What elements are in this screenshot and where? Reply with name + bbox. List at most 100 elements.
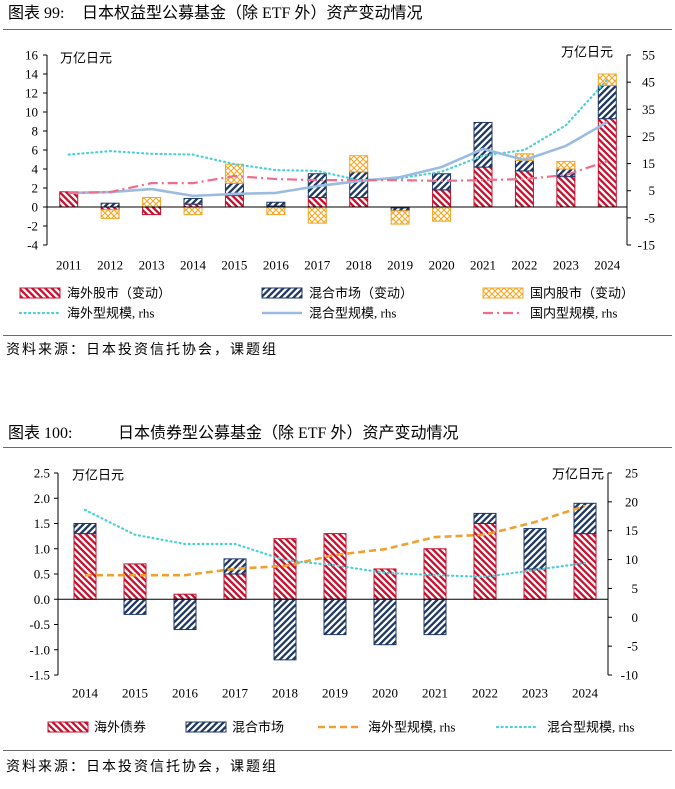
legend: 海外股市（变动） 混合市场（变动） 国内股市（变动） 海外型规模, rhs 混合型规模,… xyxy=(18,286,634,321)
legend-swatch xyxy=(261,287,303,299)
x-tick-label: 2017 xyxy=(304,258,331,273)
x-tick-label: 2023 xyxy=(553,258,579,273)
legend-label: 海外型规模, rhs xyxy=(67,306,154,321)
legend-swatch xyxy=(482,287,524,299)
y-tick-label-right: 5 xyxy=(649,183,656,198)
x-tick-label: 2024 xyxy=(572,686,599,701)
y-tick-label-right: 55 xyxy=(642,48,655,63)
y-tick-label-left: 1.5 xyxy=(34,516,50,531)
legend-item-mixed-market: 混合市场（变动） xyxy=(261,286,413,301)
bar-overseas-stock-2023 xyxy=(556,176,576,208)
bar-domestic-stock-2017 xyxy=(307,206,327,224)
legend-label: 海外债券 xyxy=(94,720,146,735)
source-note: 资料来源：日本投资信托协会，课题组 xyxy=(6,760,278,775)
bar-overseas-bond-2017 xyxy=(223,573,247,600)
y-tick-label-right: -10 xyxy=(621,668,638,683)
figure-title: 日本权益型公募基金（除 ETF 外）资产变动情况 xyxy=(82,5,423,22)
x-tick-label: 2018 xyxy=(272,686,298,701)
legend-label: 国内股市（变动） xyxy=(530,286,634,301)
y-tick-label-left: -4 xyxy=(27,238,38,253)
legend-item-overseas-fund-scale: 海外型规模, rhs xyxy=(318,720,455,735)
title-underline xyxy=(3,29,672,30)
line-overseas-fund-scale xyxy=(67,78,609,182)
y-tick-label-right: 0 xyxy=(632,610,639,625)
x-tick-label: 2019 xyxy=(322,686,348,701)
figure-title: 日本债券型公募基金（除 ETF 外）资产变动情况 xyxy=(118,425,459,442)
x-tick-label: 2016 xyxy=(263,258,290,273)
bar-mixed-market-2020 xyxy=(373,598,397,646)
legend-label: 国内型规模, rhs xyxy=(530,306,617,321)
bond-fund-chart: 2.52.01.51.00.50.0-0.5-1.0-1.52520151050… xyxy=(29,466,638,735)
y-tick-label-left: 2.5 xyxy=(34,466,50,481)
bar-mixed-market-2014 xyxy=(183,197,203,205)
source-divider xyxy=(3,750,672,751)
y-tick-label-right: 25 xyxy=(625,466,638,481)
y-tick-label-right: 20 xyxy=(625,494,638,509)
bar-overseas-bond-2015 xyxy=(123,563,147,600)
bar-domestic-stock-2019 xyxy=(390,210,410,225)
bar-domestic-stock-2016 xyxy=(266,206,286,216)
bar-overseas-bond-2014 xyxy=(73,533,97,600)
legend-item-overseas-fund-scale: 海外型规模, rhs xyxy=(18,306,154,321)
bar-domestic-stock-2012 xyxy=(100,209,120,219)
line-mixed-fund-scale xyxy=(83,508,587,578)
axes: 16 14 12 10 8 6 4 2 0 -2 -4 55 45 35 25 15 5 -5 -15 2011 201… xyxy=(25,45,655,273)
bar-overseas-stock-2011 xyxy=(59,191,79,208)
bar-mixed-market-2015 xyxy=(123,598,147,615)
bar-mixed-market-2022 xyxy=(473,512,497,525)
y-tick-label-right: -5 xyxy=(644,210,655,225)
legend-label: 混合市场 xyxy=(232,720,284,735)
y-tick-label-left: 0.5 xyxy=(34,567,50,582)
source-divider xyxy=(3,335,672,336)
bar-mixed-market-2016 xyxy=(173,598,197,631)
bar-domestic-stock-2018 xyxy=(349,155,369,173)
bar-overseas-stock-2013 xyxy=(142,206,162,216)
y-tick-label-left: 12 xyxy=(25,86,38,101)
y-tick-label-right: -15 xyxy=(638,238,655,253)
x-tick-label: 2014 xyxy=(72,686,99,701)
bar-mixed-market-2019 xyxy=(323,598,347,636)
bar-mixed-market-2018 xyxy=(273,598,297,661)
bar-overseas-stock-2017 xyxy=(307,197,327,208)
bar-overseas-bond-2021 xyxy=(423,548,447,600)
x-tick-label: 2021 xyxy=(422,686,448,701)
y-tick-label-left: 2 xyxy=(32,181,39,196)
legend-swatch xyxy=(47,721,89,733)
x-tick-label: 2015 xyxy=(221,258,247,273)
bar-mixed-market-2021 xyxy=(473,121,493,168)
x-tick-label: 2019 xyxy=(387,258,413,273)
x-tick-label: 2018 xyxy=(346,258,372,273)
y-tick-label-right: 45 xyxy=(642,75,655,90)
legend-label: 混合市场（变动） xyxy=(309,286,413,301)
bar-mixed-market-2012 xyxy=(100,202,120,208)
x-tick-label: 2024 xyxy=(594,258,621,273)
bar-mixed-market-2014 xyxy=(73,523,97,535)
bar-mixed-market-2022 xyxy=(514,159,534,172)
legend-label: 海外股市（变动） xyxy=(67,286,171,301)
bar-group xyxy=(59,73,617,225)
x-tick-label: 2012 xyxy=(97,258,123,273)
y-tick-label-left: -1.5 xyxy=(29,668,50,683)
legend-item-mixed-market: 混合市场 xyxy=(185,720,284,735)
y-tick-label-right: 25 xyxy=(642,129,655,144)
y-tick-label-left: 16 xyxy=(25,48,39,63)
y-tick-label-right: 5 xyxy=(632,581,639,596)
bar-mixed-market-2024 xyxy=(573,502,597,535)
x-tick-label: 2017 xyxy=(222,686,249,701)
line-mixed-fund-scale xyxy=(68,120,608,198)
bar-domestic-stock-2015 xyxy=(224,163,244,184)
bar-overseas-bond-2016 xyxy=(173,593,197,600)
title-underline xyxy=(3,447,672,448)
y-tick-label-left: 8 xyxy=(32,124,39,139)
axes: 2.52.01.51.00.50.0-0.5-1.0-1.52520151050… xyxy=(29,466,638,701)
legend-swatch xyxy=(185,721,227,733)
bar-overseas-bond-2023 xyxy=(523,568,547,600)
x-tick-label: 2014 xyxy=(180,258,207,273)
bar-mixed-market-2016 xyxy=(266,201,286,207)
y-axis-unit-right: 万亿日元 xyxy=(561,45,613,60)
y-tick-label-left: 6 xyxy=(32,143,39,158)
bar-overseas-stock-2018 xyxy=(349,197,369,208)
bar-overseas-stock-2020 xyxy=(432,189,452,208)
y-tick-label-left: -2 xyxy=(27,219,38,234)
y-tick-label-right: 15 xyxy=(642,156,655,171)
